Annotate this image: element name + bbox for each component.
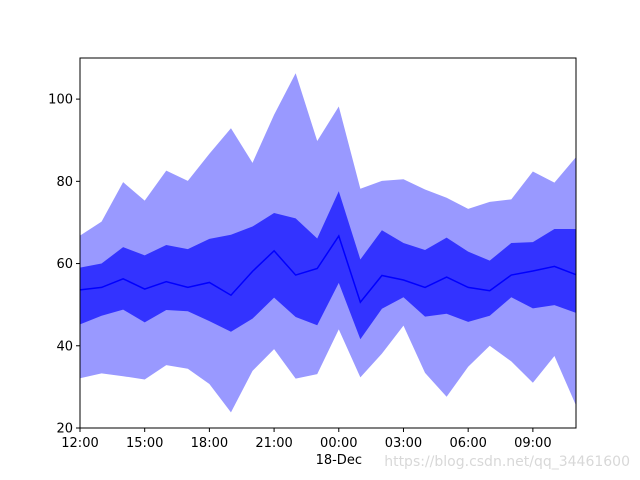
- plot-area: [79, 73, 577, 413]
- x-tick-label: 18:00: [191, 436, 228, 451]
- mean-line: [79, 234, 577, 304]
- x-date-label: 18-Dec: [316, 453, 362, 468]
- x-tick-label: 12:00: [61, 436, 98, 451]
- y-tick-label: 40: [56, 339, 73, 354]
- y-tick-label: 100: [48, 93, 73, 108]
- watermark: https://blog.csdn.net/qq_34461600: [384, 454, 630, 470]
- x-tick-label: 00:00: [320, 436, 357, 451]
- y-tick-label: 60: [56, 257, 73, 272]
- y-tick-label: 20: [56, 422, 73, 437]
- x-tick-label: 15:00: [126, 436, 163, 451]
- x-tick-label: 03:00: [385, 436, 422, 451]
- x-tick-label: 06:00: [449, 436, 486, 451]
- x-tick-label: 21:00: [255, 436, 292, 451]
- inner-band: [80, 191, 576, 340]
- axes: 20 40 60 80 100 12:00 15:00 18:00 21:00 00:00 03:0…: [48, 93, 551, 468]
- y-tick-label: 80: [56, 175, 73, 190]
- x-tick-label: 09:00: [514, 436, 551, 451]
- plot-frame: [79, 57, 577, 429]
